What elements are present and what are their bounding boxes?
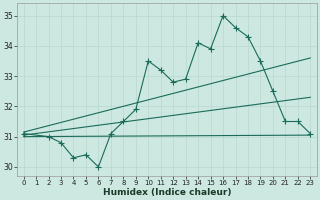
X-axis label: Humidex (Indice chaleur): Humidex (Indice chaleur) bbox=[103, 188, 231, 197]
